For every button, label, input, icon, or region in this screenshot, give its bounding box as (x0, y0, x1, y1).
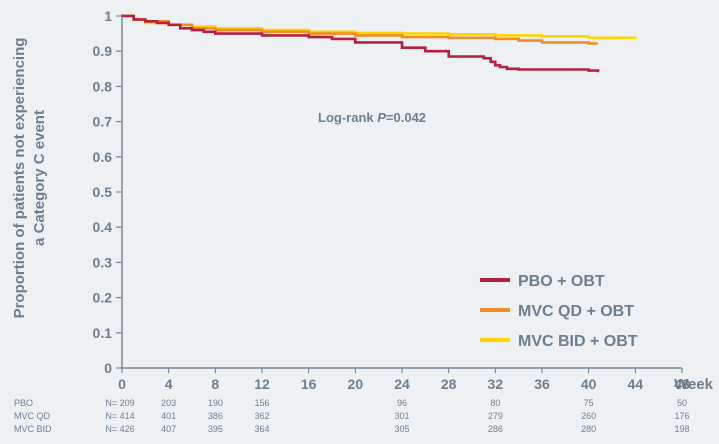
x-tick-label: 20 (348, 376, 364, 392)
series-line-1 (122, 14, 599, 45)
x-tick-label: 36 (534, 376, 550, 392)
risk-cell: 280 (581, 424, 596, 434)
x-tick-label: 0 (118, 376, 126, 392)
y-tick-label: 0.8 (93, 78, 113, 94)
x-tick-label: 4 (165, 376, 173, 392)
risk-cell: 279 (488, 411, 503, 421)
logrank-value: =0.042 (386, 110, 426, 125)
risk-cell: 386 (208, 411, 223, 421)
y-tick-label: 0.4 (93, 219, 113, 235)
y-axis-label-line-2: a Category C event (31, 110, 48, 246)
logrank-prefix: Log-rank (318, 110, 377, 125)
risk-cell: 75 (584, 398, 594, 408)
risk-cell: 190 (208, 398, 223, 408)
risk-cell: 395 (208, 424, 223, 434)
y-axis-label-line-1: Proportion of patients not experiencing (11, 38, 28, 319)
risk-row-label: MVC QD (14, 411, 51, 421)
y-tick-label: 0.5 (93, 184, 113, 200)
risk-cell: N= 414 (105, 411, 134, 421)
risk-cell: 198 (674, 424, 689, 434)
x-tick-label: 44 (628, 376, 644, 392)
risk-cell: N= 209 (105, 398, 134, 408)
risk-cell: N= 426 (105, 424, 134, 434)
y-tick-label: 0.9 (93, 43, 113, 59)
risk-cell: 156 (254, 398, 269, 408)
risk-row-label: MVC BID (14, 424, 52, 434)
y-tick-label: 0.1 (93, 325, 113, 341)
x-tick-label: 32 (488, 376, 504, 392)
logrank-p: P (377, 110, 386, 125)
x-tick-label: 28 (441, 376, 457, 392)
x-tick-label: 24 (394, 376, 410, 392)
x-tick-label: 16 (301, 376, 317, 392)
series-line-0 (122, 14, 600, 73)
risk-cell: 50 (677, 398, 687, 408)
y-tick-label: 0.3 (93, 254, 113, 270)
y-tick-label: 1 (104, 8, 112, 24)
x-tick-label: 48 (674, 376, 690, 392)
logrank-annotation: Log-rank P=0.042 (318, 110, 426, 125)
risk-cell: 362 (254, 411, 269, 421)
x-tick-label: 8 (211, 376, 219, 392)
y-tick-label: 0.6 (93, 149, 113, 165)
risk-cell: 96 (397, 398, 407, 408)
risk-cell: 203 (161, 398, 176, 408)
legend-label-1: MVC QD + OBT (518, 303, 634, 320)
risk-cell: 407 (161, 424, 176, 434)
legend-label-2: MVC BID + OBT (518, 333, 638, 350)
x-axis-label: Week (674, 376, 714, 393)
risk-cell: 301 (394, 411, 409, 421)
y-tick-label: 0.2 (93, 290, 113, 306)
risk-cell: 80 (490, 398, 500, 408)
risk-cell: 364 (254, 424, 269, 434)
risk-cell: 305 (394, 424, 409, 434)
legend-label-0: PBO + OBT (518, 273, 605, 290)
y-tick-label: 0 (104, 360, 112, 376)
x-tick-label: 12 (254, 376, 270, 392)
x-tick-label: 40 (581, 376, 597, 392)
risk-cell: 260 (581, 411, 596, 421)
risk-cell: 286 (488, 424, 503, 434)
risk-cell: 176 (674, 411, 689, 421)
y-tick-label: 0.7 (93, 114, 113, 130)
risk-row-label: PBO (14, 398, 33, 408)
risk-cell: 401 (161, 411, 176, 421)
